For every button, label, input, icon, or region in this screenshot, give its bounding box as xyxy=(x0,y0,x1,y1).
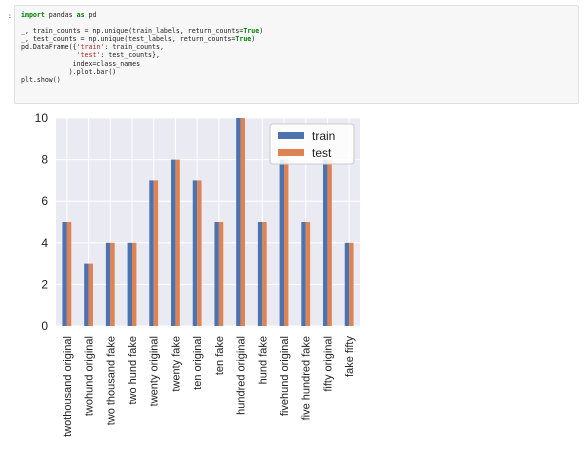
y-tick-label: 2 xyxy=(41,277,48,291)
x-tick-label: hund fake xyxy=(257,336,269,384)
bar-train xyxy=(323,159,328,326)
code-line: import pandas as pd xyxy=(21,11,97,19)
code-editor[interactable]: import pandas as pd _, train_counts = np… xyxy=(15,6,578,84)
bar-test xyxy=(218,222,224,326)
bar-test xyxy=(349,242,354,326)
x-tick-label: ten fake xyxy=(214,336,226,375)
bar-test xyxy=(88,263,93,326)
x-tick-label: two thousand fake xyxy=(105,336,117,425)
code-cell[interactable]: import pandas as pd _, train_counts = np… xyxy=(14,5,579,104)
bar-train xyxy=(192,180,198,326)
bar-test xyxy=(305,222,311,326)
x-tick-label: two hund fake xyxy=(127,336,139,405)
code-line: 'test': test_counts}, xyxy=(76,51,160,60)
bar-test xyxy=(240,118,245,326)
bar-train xyxy=(301,222,306,326)
bar-train xyxy=(257,222,263,326)
legend-swatch xyxy=(278,149,304,156)
bar-train xyxy=(149,180,154,326)
bar-train xyxy=(105,242,111,326)
y-tick-label: 8 xyxy=(41,153,48,167)
x-tick-label: twenty fake xyxy=(170,336,182,392)
bar-test xyxy=(153,180,159,326)
x-tick-label: fake fifty xyxy=(344,336,356,377)
bar-train xyxy=(84,263,89,326)
code-line: _, test_counts = np.unique(test_labels, … xyxy=(21,35,256,44)
legend-label: train xyxy=(312,129,335,143)
code-line: index=class_names xyxy=(21,59,141,68)
bar-test xyxy=(132,242,137,326)
x-tick-label: five hundred fake xyxy=(301,336,313,420)
bar-train xyxy=(62,222,67,326)
bar-train xyxy=(127,242,132,326)
bar-test xyxy=(197,180,202,326)
bar-train xyxy=(279,159,284,326)
y-tick-label: 10 xyxy=(35,111,49,125)
y-tick-label: 4 xyxy=(41,236,48,250)
bar-test xyxy=(175,159,180,326)
x-tick-label: fivehund original xyxy=(279,336,291,416)
bar-train xyxy=(236,118,241,326)
bar-test xyxy=(327,159,332,326)
code-line: pd.DataFrame({'train': train_counts, xyxy=(21,43,164,52)
x-tick-label: fifty original xyxy=(322,336,334,392)
bar-test xyxy=(110,242,115,326)
x-tick-label: twothousand original xyxy=(62,336,74,437)
bar-test xyxy=(284,159,289,326)
bar-train xyxy=(171,159,176,326)
legend-label: test xyxy=(312,146,332,160)
x-tick-label: ten original xyxy=(192,336,204,390)
bar-train xyxy=(214,222,219,326)
legend-swatch xyxy=(278,132,304,139)
code-line: ).plot.bar() xyxy=(21,67,117,76)
cell-prompt: : xyxy=(7,12,12,20)
cell-output: 0 2 4 6 8 10 twothousand original twohund origi… xyxy=(14,110,374,449)
y-tick-label: 0 xyxy=(41,319,48,333)
x-tick-label: twohund original xyxy=(84,336,96,416)
x-tick-label: hundred original xyxy=(236,336,248,415)
bar-test xyxy=(262,222,267,326)
bar-chart: 0 2 4 6 8 10 twothousand original twohund origi… xyxy=(35,111,360,437)
x-tick-label: twenty original xyxy=(149,336,161,406)
code-line: plt.show() xyxy=(21,75,61,84)
y-tick-label: 6 xyxy=(41,194,48,208)
bar-test xyxy=(66,222,72,326)
bar-train xyxy=(344,242,350,326)
code-line: _, train_counts = np.unique(train_labels… xyxy=(21,27,264,36)
